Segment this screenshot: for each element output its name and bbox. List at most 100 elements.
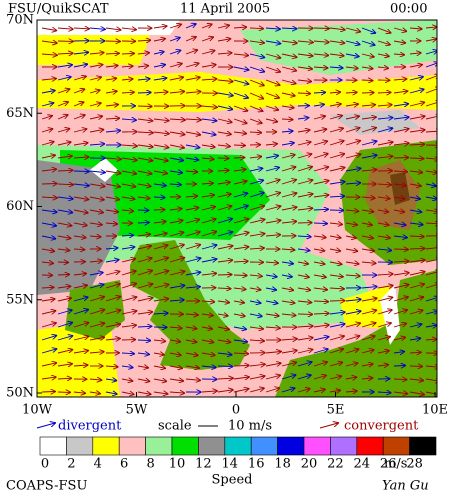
wind-arrow <box>217 132 231 134</box>
wind-arrow <box>313 288 327 290</box>
wind-arrow <box>425 171 437 173</box>
wind-arrow <box>105 272 119 276</box>
wind-arrow <box>57 262 68 263</box>
wind-arrow <box>329 275 343 277</box>
wind-arrow <box>377 351 389 353</box>
colorbar-swatch <box>330 436 358 456</box>
wind-arrow <box>89 392 100 394</box>
wind-arrow <box>265 262 278 263</box>
wind-arrow <box>233 288 246 289</box>
wind-arrow <box>121 145 137 146</box>
wind-arrow <box>233 79 248 84</box>
wind-arrow <box>281 388 295 393</box>
wind-arrow <box>185 245 200 250</box>
wind-arrow <box>233 377 249 379</box>
wind-arrow <box>409 65 422 67</box>
wind-arrow <box>73 52 88 54</box>
wind-arrow <box>105 248 118 249</box>
wind-arrow <box>233 145 245 146</box>
wind-arrow <box>409 184 421 186</box>
wind-arrow <box>57 184 73 185</box>
wind-arrow <box>313 325 329 327</box>
wind-arrow <box>105 197 119 200</box>
wind-arrow <box>201 145 215 147</box>
wind-arrow <box>121 259 135 263</box>
wind-arrow <box>73 28 89 29</box>
wind-arrow <box>233 353 248 354</box>
wind-arrow <box>169 271 185 276</box>
wind-arrow <box>73 323 88 328</box>
wind-arrow <box>409 210 421 212</box>
wind-arrow <box>217 288 231 289</box>
wind-arrow <box>313 301 328 302</box>
wind-arrow <box>201 65 216 67</box>
wind-arrow <box>409 297 423 302</box>
wind-arrow <box>217 39 230 41</box>
wind-arrow <box>313 154 328 159</box>
wind-arrow <box>217 340 230 342</box>
wind-arrow <box>329 223 342 224</box>
wind-arrow <box>41 223 56 226</box>
wind-arrow <box>105 324 120 327</box>
wind-arrow <box>57 197 73 199</box>
lon-label: 5W <box>126 403 148 418</box>
wind-arrow <box>73 285 87 288</box>
wind-arrow <box>105 297 120 302</box>
wind-arrow <box>137 40 150 41</box>
colorbar-swatch <box>39 436 67 456</box>
wind-arrow <box>137 171 152 174</box>
wind-arrow <box>233 247 248 249</box>
wind-arrow <box>185 208 198 210</box>
wind-arrow <box>73 297 88 302</box>
wind-arrow <box>409 197 420 199</box>
wind-arrow <box>249 388 264 393</box>
wind-arrow <box>329 362 342 367</box>
wind-arrow <box>281 28 297 29</box>
wind-arrow <box>41 287 54 288</box>
wind-arrow <box>297 118 308 119</box>
wind-arrow <box>281 79 296 84</box>
wind-arrow <box>281 53 297 57</box>
wind-arrow <box>361 80 373 81</box>
wind-arrow <box>137 284 152 289</box>
wind-arrow <box>249 53 264 57</box>
wind-arrow <box>169 77 183 80</box>
wind-arrow <box>217 53 232 54</box>
colorbar-swatch <box>198 436 226 456</box>
wind-arrow <box>329 41 344 43</box>
lat-label: 55N <box>6 292 34 307</box>
wind-arrow <box>345 275 360 276</box>
wind-arrow <box>169 366 182 368</box>
wind-arrow <box>281 193 297 198</box>
wind-arrow <box>409 248 425 249</box>
wind-arrow <box>153 132 169 134</box>
wind-arrow <box>345 54 359 57</box>
wind-arrow <box>137 353 149 354</box>
wind-arrow <box>297 208 312 210</box>
wind-arrow <box>89 323 104 328</box>
wind-arrow <box>313 54 328 55</box>
wind-arrow <box>377 223 389 225</box>
wind-arrow <box>201 273 216 275</box>
wind-arrow <box>265 235 280 236</box>
wind-arrow <box>233 389 249 393</box>
title: FSU/QuikSCAT <box>8 2 109 17</box>
wind-arrow <box>105 223 117 224</box>
wind-arrow <box>409 171 422 173</box>
wind-arrow <box>169 300 184 301</box>
wind-arrow <box>233 169 246 171</box>
wind-arrow <box>153 158 168 161</box>
wind-arrow <box>233 158 244 159</box>
wind-arrow <box>73 274 86 276</box>
wind-arrow <box>425 116 437 120</box>
wind-arrow <box>153 245 168 250</box>
wind-arrow <box>313 92 325 93</box>
wind-arrow <box>169 184 181 185</box>
wind-arrow <box>297 236 311 237</box>
legend-scale: scale <box>158 419 192 434</box>
wind-arrow <box>265 220 281 223</box>
wind-arrow <box>185 272 200 275</box>
wind-arrow <box>41 91 55 94</box>
wind-arrow <box>153 366 165 368</box>
